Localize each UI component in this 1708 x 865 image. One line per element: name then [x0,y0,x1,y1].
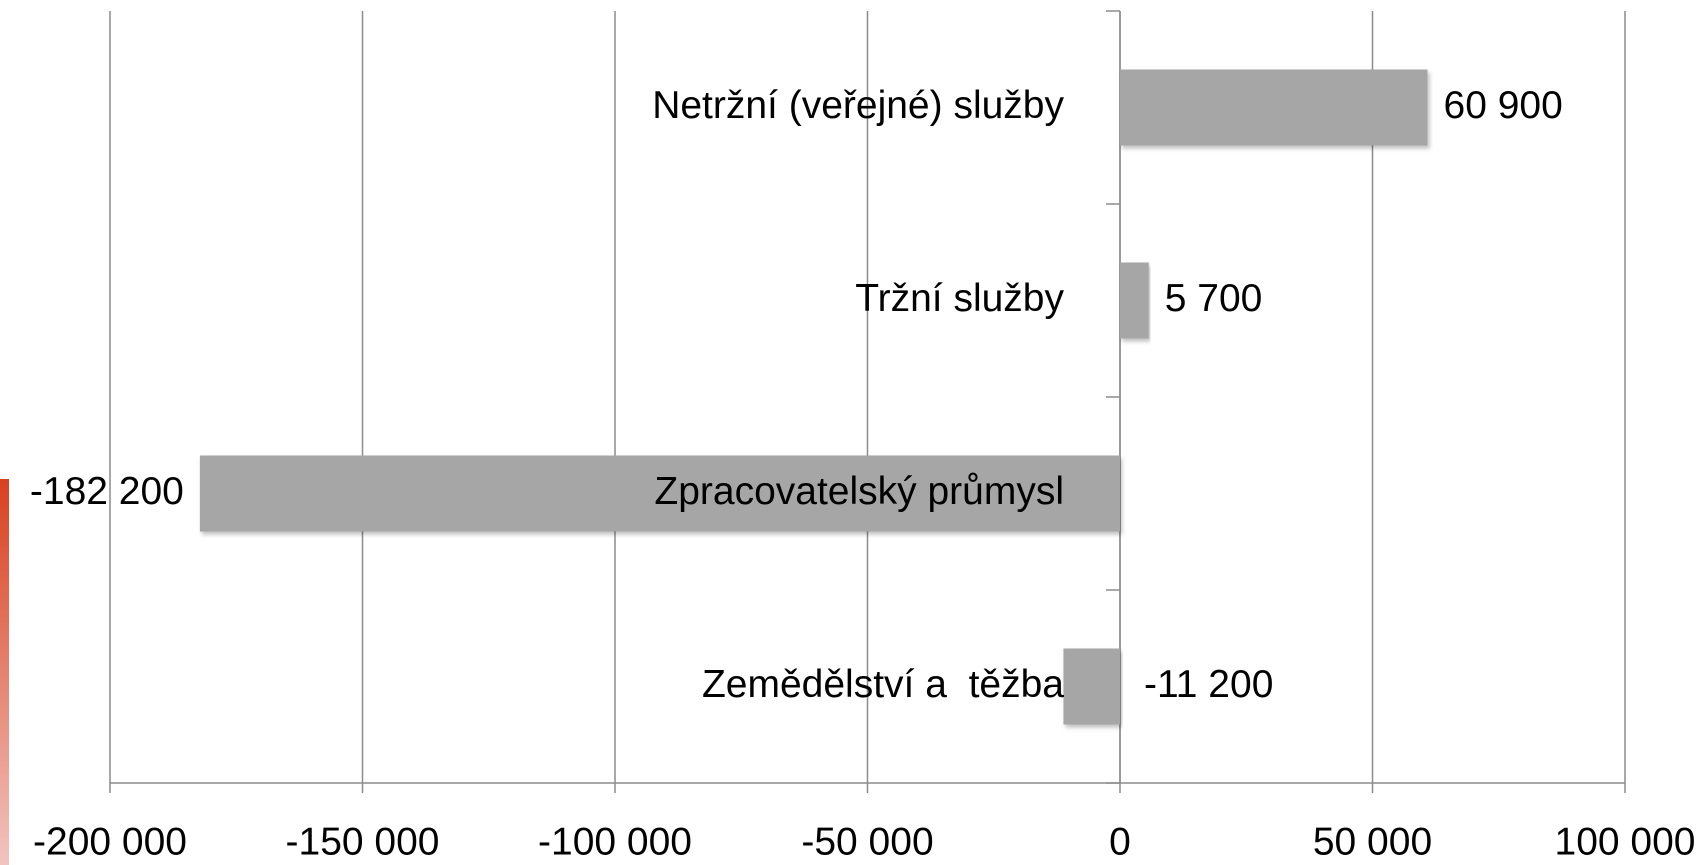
category-label: Tržní služby [855,277,1064,320]
value-label: 5 700 [1165,277,1263,320]
accent-stripe [0,479,9,865]
x-tick-label: 100 000 [1555,820,1696,863]
x-tick-label: 0 [1109,820,1131,863]
category-label: Netržní (veřejné) služby [652,84,1064,127]
category-label: Zemědělství a těžba [702,663,1064,706]
x-tick-label: -200 000 [33,820,187,863]
x-tick-label: -150 000 [286,820,440,863]
bar [1063,648,1120,725]
value-label: -182 200 [30,470,184,513]
value-label: -11 200 [1144,663,1273,706]
x-tick-label: -50 000 [801,820,933,863]
x-tick-label: -100 000 [538,820,692,863]
bar [1120,69,1428,146]
category-label: Zpracovatelský průmysl [654,470,1064,513]
x-tick-label: 50 000 [1313,820,1432,863]
bar [199,455,1120,532]
bar [1120,262,1149,339]
value-label: 60 900 [1444,84,1563,127]
